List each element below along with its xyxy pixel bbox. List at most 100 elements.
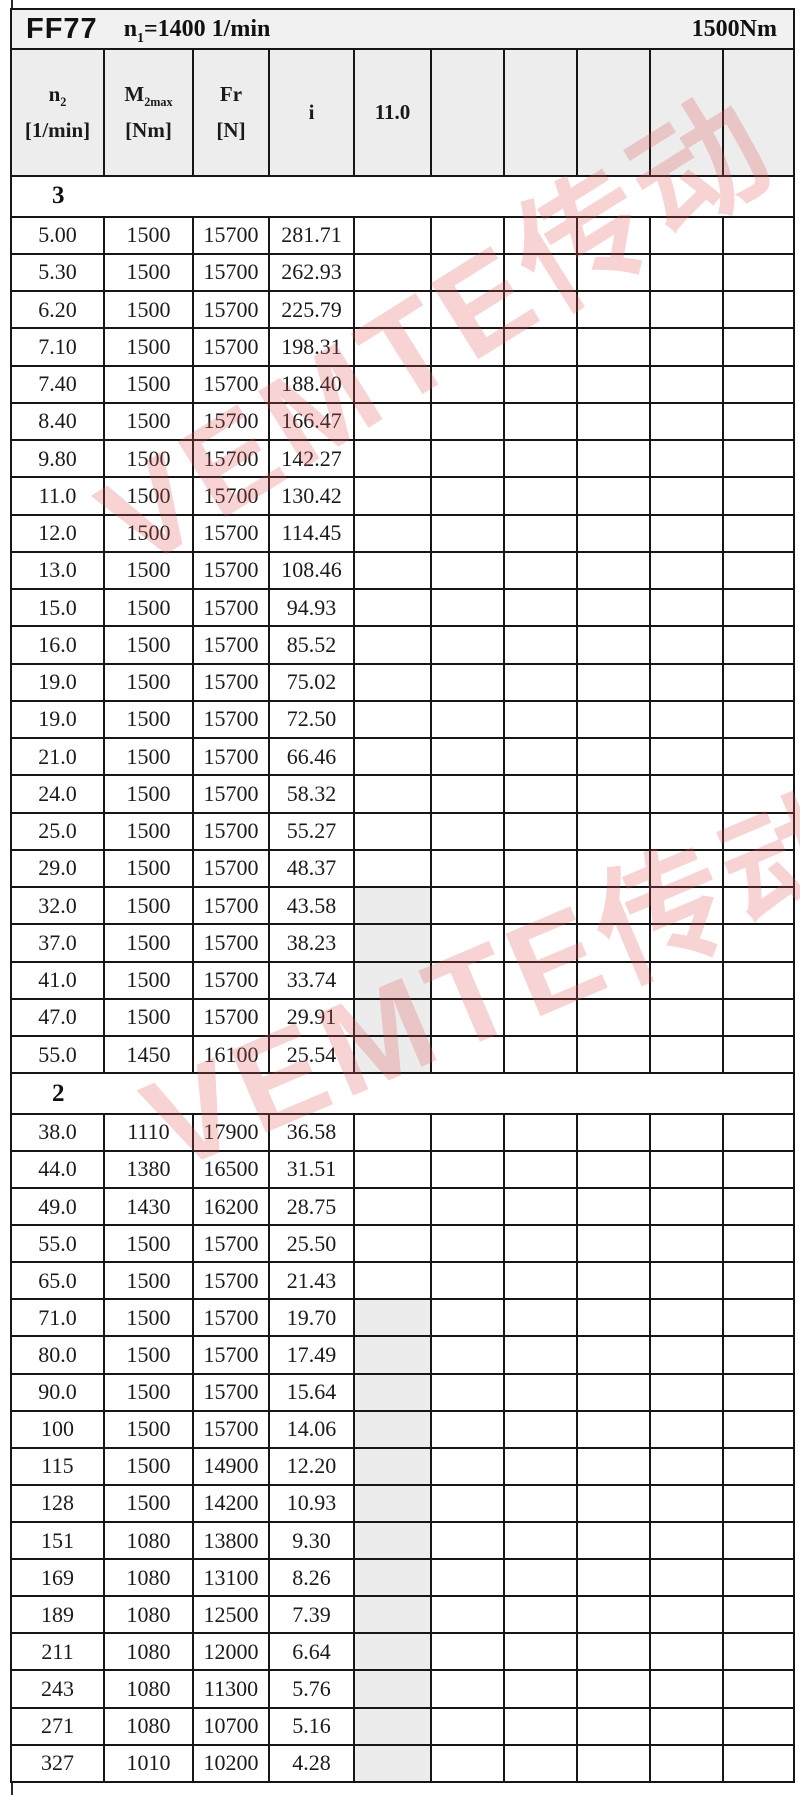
speed-rest: =1400 1/min — [144, 15, 271, 42]
input-speed-label: n1=1400 1/min — [124, 15, 271, 45]
column-header-11-0: 11.0 — [353, 50, 430, 175]
cell-n2: 71.0 — [38, 1304, 77, 1330]
cell-empty — [503, 925, 576, 961]
cell-empty — [576, 1374, 649, 1410]
cell-empty — [722, 478, 793, 514]
cell-empty — [430, 1634, 503, 1670]
cell-col-11-0 — [353, 813, 430, 849]
table-row: 15.0 1500 15700 94.93 — [12, 590, 793, 628]
cell-m2max: 1500 — [103, 850, 192, 886]
cell-empty — [576, 1114, 649, 1150]
cell-empty — [430, 441, 503, 477]
section-label: 3 — [52, 182, 65, 210]
cell-fr: 17900 — [192, 1114, 268, 1150]
cell-empty — [722, 850, 793, 886]
cell-n2: 19.0 — [38, 669, 77, 695]
table-row: 21.0 1500 15700 66.46 — [12, 739, 793, 777]
table-row: 115 1500 14900 12.20 — [12, 1448, 793, 1486]
cell-empty — [430, 217, 503, 253]
cell-empty — [503, 1560, 576, 1596]
cell-empty — [722, 1037, 793, 1073]
column-header-fr: Fr [N] — [192, 50, 268, 175]
column-header-empty — [722, 50, 793, 175]
cell-m2max: 1110 — [103, 1114, 192, 1150]
cell-empty — [722, 552, 793, 588]
column-header-n2: n2 [1/min] — [12, 50, 103, 175]
cell-col-11-0 — [353, 1560, 430, 1596]
cell-n2: 243 — [41, 1675, 74, 1701]
cell-ratio: 6.64 — [268, 1634, 353, 1670]
cell-empty — [430, 329, 503, 365]
cell-empty — [649, 552, 722, 588]
cell-m2max: 1500 — [103, 1337, 192, 1373]
cell-empty — [722, 701, 793, 737]
cell-ratio: 114.45 — [268, 515, 353, 551]
m2max-unit: [Nm] — [125, 118, 172, 142]
cell-empty — [722, 1485, 793, 1521]
cell-n2: 47.0 — [38, 1004, 77, 1030]
cell-empty — [649, 1745, 722, 1781]
cell-empty — [722, 441, 793, 477]
cell-empty — [649, 664, 722, 700]
cell-empty — [430, 1151, 503, 1187]
cell-empty — [649, 1448, 722, 1484]
table-row: 16.0 1500 15700 85.52 — [12, 627, 793, 665]
cell-ratio: 225.79 — [268, 292, 353, 328]
cell-fr: 15700 — [192, 776, 268, 812]
table-row: 243 1080 11300 5.76 — [12, 1671, 793, 1709]
cell-fr: 13100 — [192, 1560, 268, 1596]
cell-fr: 15700 — [192, 888, 268, 924]
cell-fr: 12000 — [192, 1634, 268, 1670]
cell-ratio: 198.31 — [268, 329, 353, 365]
cell-empty — [649, 1634, 722, 1670]
cell-empty — [576, 664, 649, 700]
cell-empty — [503, 1300, 576, 1336]
cell-empty — [649, 1300, 722, 1336]
cell-m2max: 1500 — [103, 701, 192, 737]
cell-fr: 15700 — [192, 292, 268, 328]
cell-empty — [576, 1337, 649, 1373]
cell-fr: 15700 — [192, 1411, 268, 1447]
cell-empty — [722, 1151, 793, 1187]
cell-m2max: 1500 — [103, 627, 192, 663]
cell-empty — [430, 739, 503, 775]
table-row: 37.0 1500 15700 38.23 — [12, 925, 793, 963]
cell-col-11-0 — [353, 1151, 430, 1187]
cell-empty — [576, 441, 649, 477]
cell-empty — [503, 850, 576, 886]
cell-empty — [576, 1597, 649, 1633]
cell-ratio: 166.47 — [268, 403, 353, 439]
table-row: 6.20 1500 15700 225.79 — [12, 292, 793, 330]
cell-m2max: 1080 — [103, 1708, 192, 1744]
cell-empty — [649, 1411, 722, 1447]
cell-empty — [430, 292, 503, 328]
cell-m2max: 1500 — [103, 925, 192, 961]
cell-fr: 15700 — [192, 739, 268, 775]
cell-col-11-0 — [353, 441, 430, 477]
cell-empty — [649, 403, 722, 439]
table-row: 169 1080 13100 8.26 — [12, 1560, 793, 1598]
cell-empty — [576, 1485, 649, 1521]
table-row: 12.0 1500 15700 114.45 — [12, 515, 793, 553]
table-row: 19.0 1500 15700 75.02 — [12, 664, 793, 702]
cell-empty — [576, 1448, 649, 1484]
cell-empty — [430, 478, 503, 514]
cell-empty — [503, 441, 576, 477]
cell-m2max: 1500 — [103, 664, 192, 700]
cell-empty — [430, 1522, 503, 1559]
cell-empty — [503, 1634, 576, 1670]
cell-empty — [576, 1263, 649, 1299]
cell-empty — [503, 1485, 576, 1521]
cell-ratio: 85.52 — [268, 627, 353, 663]
cell-n2: 8.40 — [38, 408, 77, 434]
cell-empty — [576, 1560, 649, 1596]
cell-m2max: 1500 — [103, 739, 192, 775]
column-header-empty — [430, 50, 503, 175]
cell-empty — [430, 1671, 503, 1707]
cell-empty — [576, 925, 649, 961]
cell-n2: 13.0 — [38, 557, 77, 583]
cell-m2max: 1500 — [103, 1263, 192, 1299]
cell-n2: 9.80 — [38, 445, 77, 471]
cell-ratio: 130.42 — [268, 478, 353, 514]
cell-empty — [503, 1411, 576, 1447]
